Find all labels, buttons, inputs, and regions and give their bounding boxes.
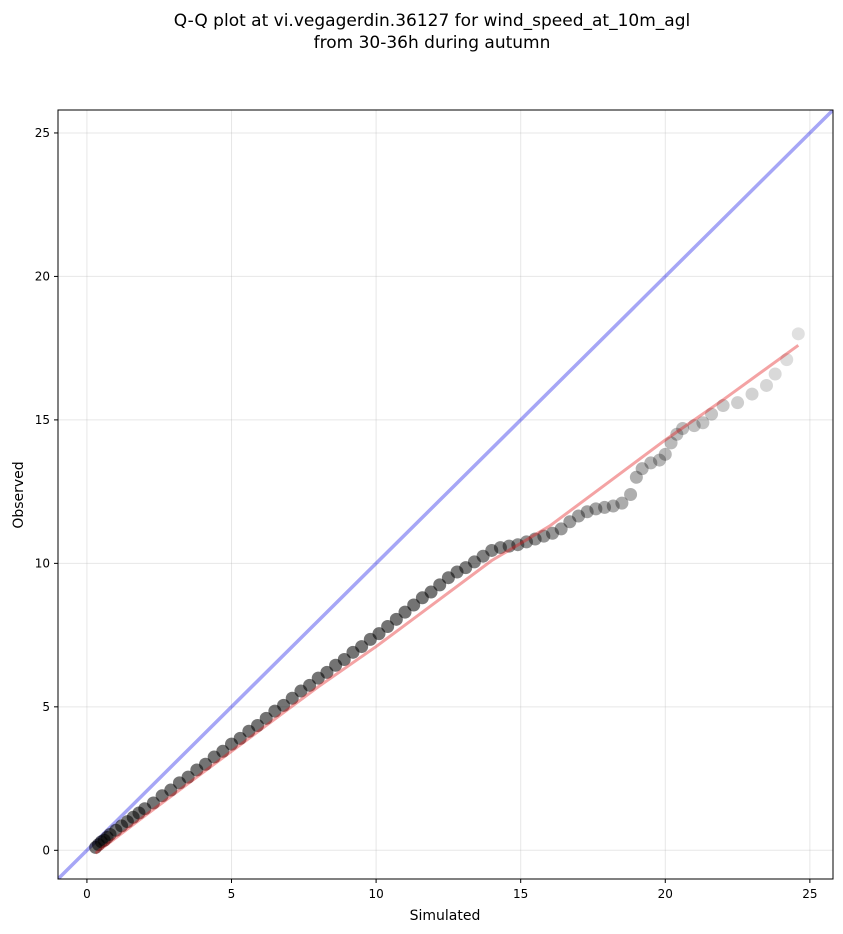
x-tick-label-4: 20	[658, 887, 673, 901]
data-point	[277, 698, 291, 712]
data-point	[745, 387, 759, 401]
data-point	[164, 783, 178, 797]
data-point	[696, 416, 710, 430]
data-point	[216, 744, 230, 758]
y-tick-label-0: 0	[42, 843, 50, 857]
y-tick-label-4: 20	[35, 269, 50, 283]
x-tick-label-3: 15	[513, 887, 528, 901]
plot-frame	[57, 109, 834, 880]
data-point	[780, 353, 794, 367]
data-point	[285, 691, 299, 705]
data-point	[502, 539, 516, 553]
data-point	[731, 396, 745, 410]
data-point	[389, 612, 403, 626]
data-point	[606, 499, 620, 513]
data-point	[381, 619, 395, 633]
data-point	[337, 652, 351, 666]
data-point	[615, 496, 629, 510]
data-point	[768, 367, 782, 381]
y-tick-label-3: 15	[35, 413, 50, 427]
data-point	[433, 578, 447, 592]
data-point	[658, 447, 672, 461]
y-tick-label-1: 5	[42, 700, 50, 714]
data-point	[791, 327, 805, 341]
data-point	[519, 535, 533, 549]
data-point	[511, 538, 525, 552]
grid	[58, 110, 833, 879]
y-tick-label-2: 10	[35, 556, 50, 570]
data-point	[198, 757, 212, 771]
data-point	[554, 522, 568, 536]
y-axis: 0 5 10 15 20 25	[35, 126, 58, 857]
data-point	[476, 549, 490, 563]
data-point	[705, 407, 719, 421]
data-point	[716, 399, 730, 413]
x-axis-label: Simulated	[410, 908, 481, 924]
data-point	[467, 555, 481, 569]
data-point	[303, 678, 317, 692]
data-point	[676, 422, 690, 436]
data-point	[598, 500, 612, 514]
fit-line	[94, 344, 800, 855]
data-point	[624, 488, 638, 501]
x-tick-label-2: 10	[368, 887, 383, 901]
data-point	[146, 796, 160, 810]
chart-subtitle: from 30-36h during autumn	[314, 33, 551, 53]
data-point	[355, 640, 369, 654]
data-point	[629, 470, 643, 484]
data-point	[259, 711, 273, 725]
data-point	[537, 529, 551, 543]
data-point	[233, 731, 247, 745]
data-point	[664, 436, 678, 450]
data-point	[181, 770, 195, 784]
data-point	[485, 543, 499, 557]
data-point	[670, 427, 684, 441]
data-point	[652, 453, 666, 467]
data-point	[635, 462, 649, 476]
data-point	[407, 598, 421, 612]
reference-line	[58, 110, 833, 879]
y-tick-label-5: 25	[35, 126, 50, 140]
data-point	[493, 541, 507, 555]
data-point	[320, 665, 334, 679]
data-point	[528, 532, 542, 546]
data-point	[545, 526, 559, 540]
data-point	[424, 585, 438, 599]
points-layer	[89, 327, 805, 854]
data-point	[687, 419, 701, 433]
x-axis: 0 5 10 15 20 25	[83, 879, 818, 901]
data-point	[251, 718, 265, 732]
y-axis-label: Observed	[11, 461, 27, 528]
data-point	[372, 627, 386, 641]
data-point	[580, 505, 594, 519]
data-point	[644, 456, 658, 470]
chart-title: Q-Q plot at vi.vegagerdin.36127 for wind…	[174, 11, 690, 31]
x-tick-label-0: 0	[83, 887, 91, 901]
x-tick-label-5: 25	[802, 887, 817, 901]
data-point	[759, 378, 773, 392]
x-tick-label-1: 5	[228, 887, 236, 901]
data-point	[589, 502, 603, 516]
data-point	[563, 515, 577, 529]
data-point	[398, 605, 412, 619]
data-point	[572, 509, 586, 523]
